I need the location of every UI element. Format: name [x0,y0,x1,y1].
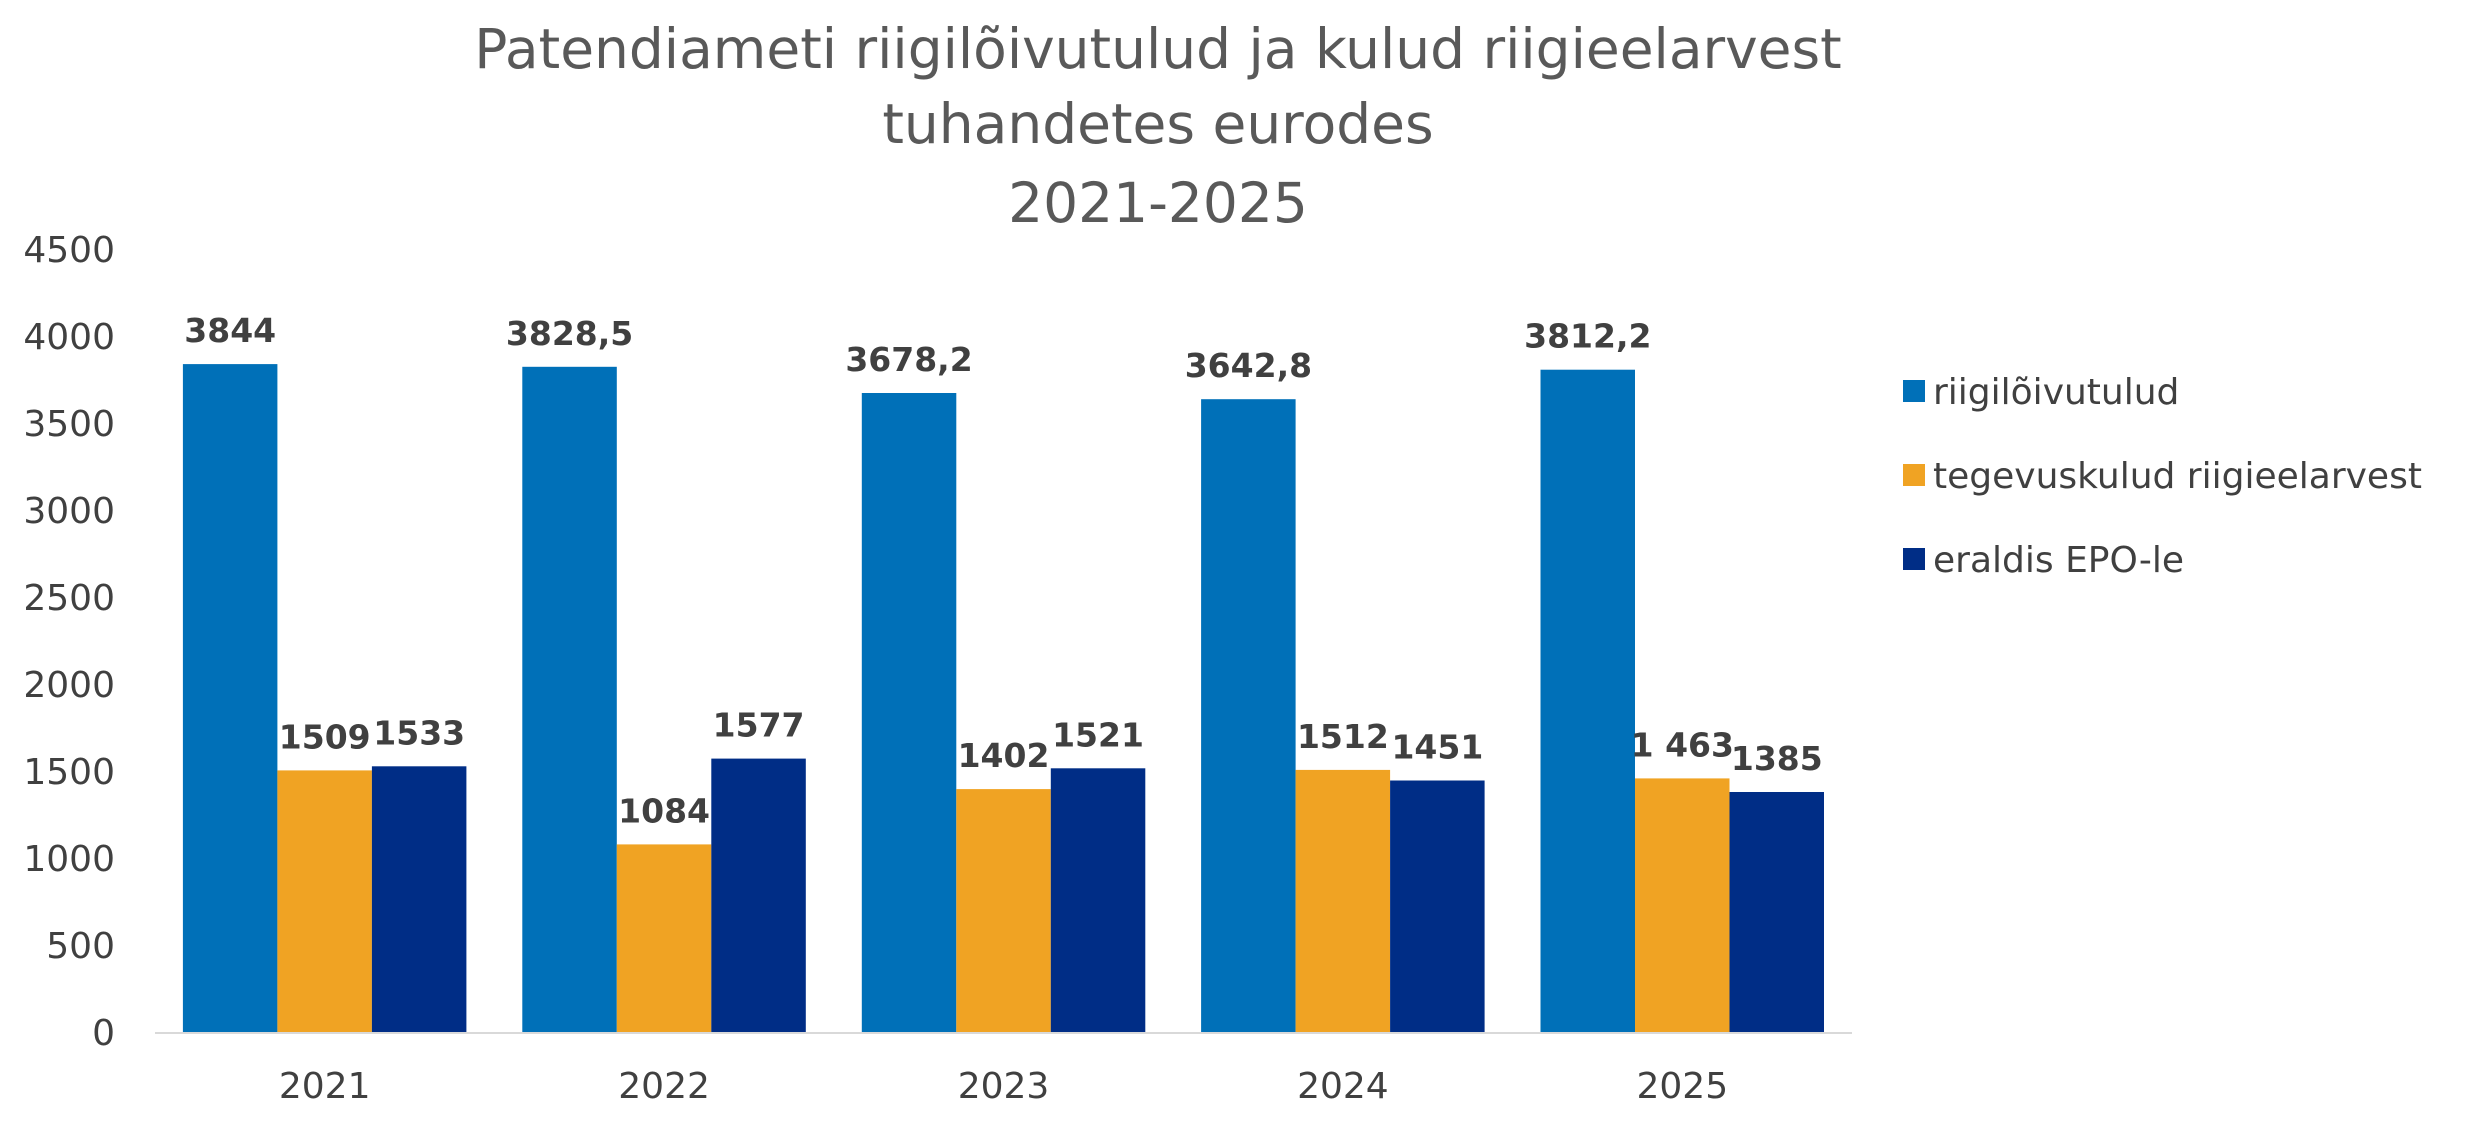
x-axis: 2021 2022 2023 2024 2025 [279,1066,1728,1107]
bar-series-2-2024 [1295,769,1391,1033]
data-label: 1451 [1391,728,1483,767]
chart-title-line-2: tuhandetes eurodes [882,92,1433,156]
chart-title-line-1: Patendiameti riigilõivutulud ja kulud ri… [474,17,1842,81]
x-tick-label: 2023 [958,1066,1050,1107]
bar-series-2-2025 [1635,778,1730,1033]
x-tick-label: 2025 [1636,1066,1728,1107]
legend-swatch-3 [1903,548,1925,570]
legend-swatch-2 [1903,464,1925,486]
bar-series-2-2023 [956,789,1051,1033]
y-tick-label: 3500 [23,404,115,445]
bar-series-1-2021 [182,364,278,1034]
data-label: 1512 [1297,717,1389,756]
legend-swatch-1 [1903,380,1925,402]
y-tick-label: 0 [92,1013,115,1054]
legend-label-1: riigilõivutulud [1933,372,2179,413]
bars [182,364,1824,1034]
data-label: 3812,2 [1524,317,1651,356]
x-tick-label: 2022 [618,1066,710,1107]
chart-title-line-3: 2021-2025 [1008,171,1308,235]
data-label: 1084 [618,791,710,830]
y-tick-label: 2000 [23,665,115,706]
chart-title: Patendiameti riigilõivutulud ja kulud ri… [474,17,1842,235]
bar-series-3-2025 [1729,792,1824,1033]
data-label: 1402 [958,736,1050,775]
data-label: 1533 [373,713,465,752]
legend: riigilõivutulud tegevuskulud riigieelarve… [1903,372,2422,581]
data-label: 1385 [1731,739,1823,778]
bar-series-2-2022 [616,844,712,1033]
data-labels: 3844 3828,5 3678,2 3642,8 3812,2 1509 1084 1402… [184,311,1822,830]
x-tick-label: 2021 [279,1066,371,1107]
legend-label-3: eraldis EPO-le [1933,540,2184,581]
y-tick-label: 2500 [23,578,115,619]
x-tick-label: 2024 [1297,1066,1389,1107]
bar-series-1-2025 [1540,369,1635,1033]
bar-series-3-2023 [1050,768,1146,1033]
data-label: 1509 [279,717,371,756]
y-tick-label: 1000 [23,839,115,880]
data-label: 3828,5 [506,314,633,353]
y-tick-label: 4000 [23,317,115,358]
data-label: 3844 [184,311,276,350]
bar-series-3-2022 [711,758,806,1033]
data-label: 3678,2 [845,340,972,379]
legend-label-2: tegevuskulud riigieelarvest [1933,456,2422,497]
bar-series-2-2021 [277,770,372,1033]
bar-series-1-2023 [861,393,957,1033]
y-axis: 0 500 1000 1500 2000 2500 3000 3500 4000 4500 [23,230,115,1054]
data-label: 1 463 [1631,725,1734,764]
y-tick-label: 3000 [23,491,115,532]
bar-series-1-2022 [522,366,617,1033]
bar-series-3-2021 [371,766,467,1033]
bar-series-3-2024 [1390,780,1485,1033]
y-tick-label: 4500 [23,230,115,271]
bar-series-1-2024 [1201,399,1296,1033]
y-tick-label: 1500 [23,752,115,793]
y-tick-label: 500 [46,926,115,967]
data-label: 1577 [713,706,805,745]
data-label: 3642,8 [1185,346,1312,385]
data-label: 1521 [1052,715,1144,754]
